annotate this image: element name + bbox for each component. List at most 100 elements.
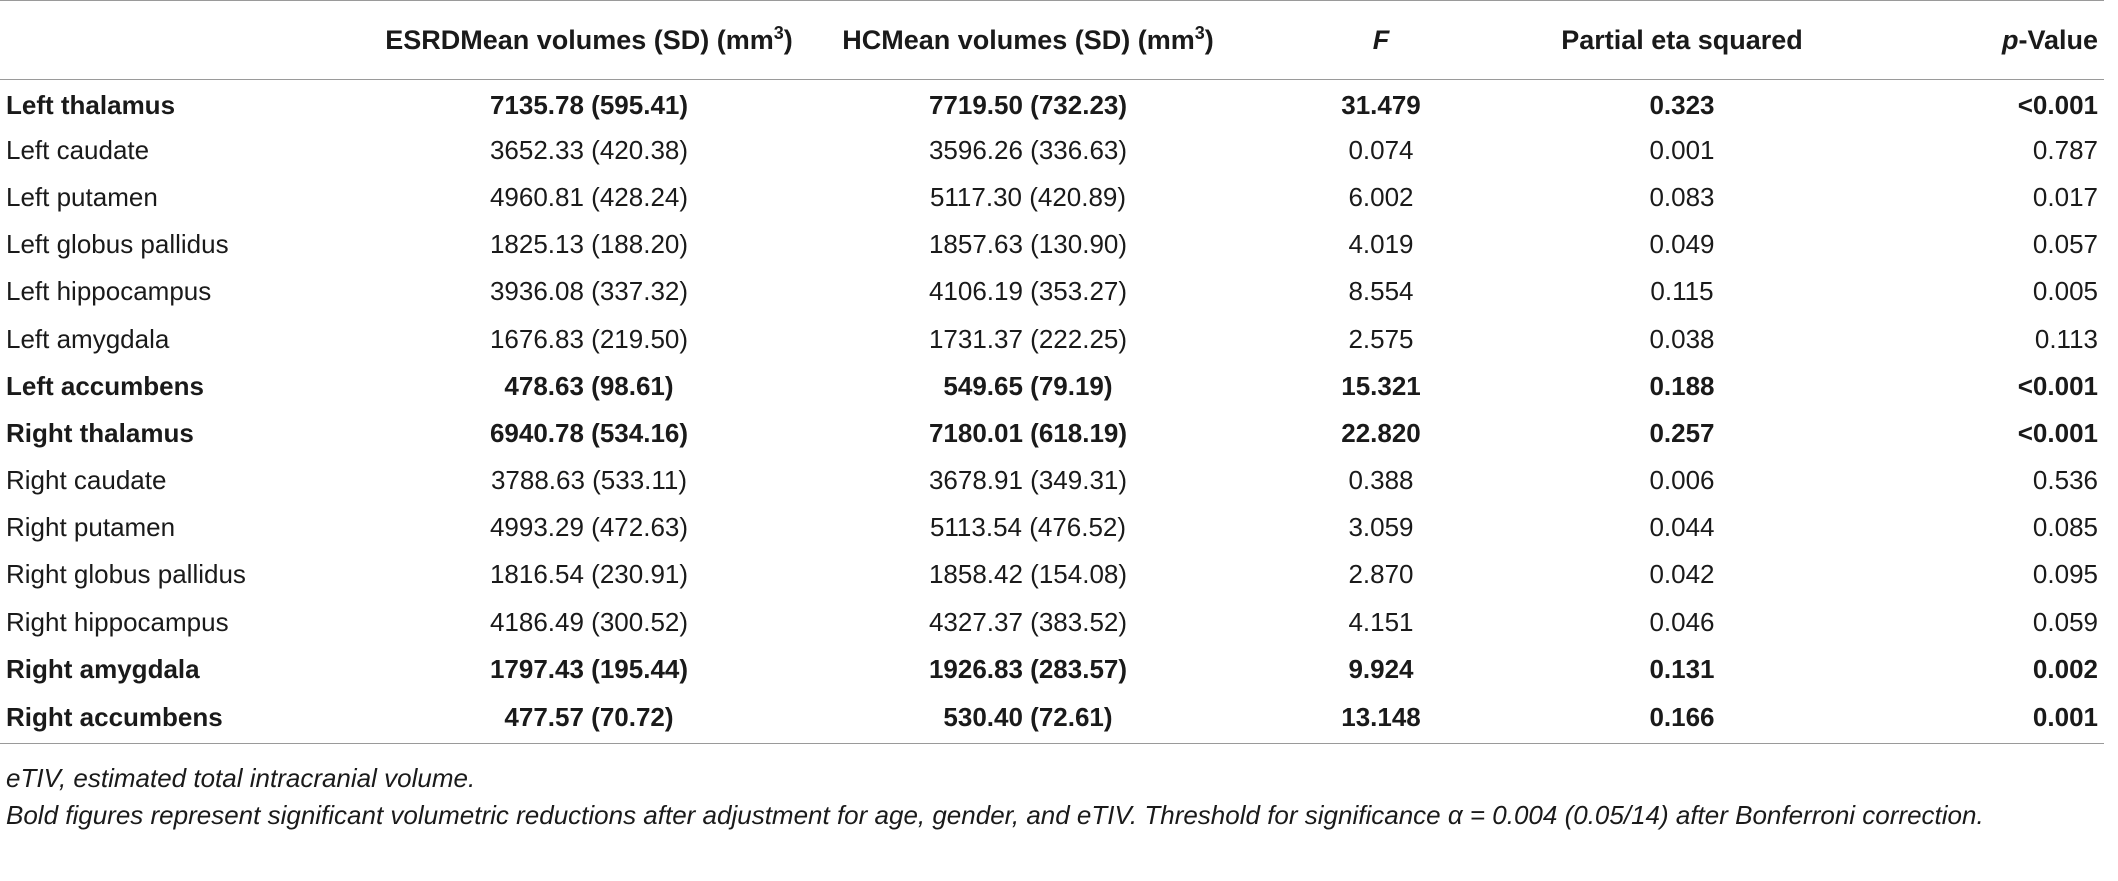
cell-hc-volume: 3678.91 (349.31) [928,465,1128,496]
table-row: Right accumbens 477.57 (70.72) 530.40 (72.… [0,692,2104,744]
table-row: Left caudate 3652.33 (420.38) 3596.26 (336… [0,127,2104,174]
cell-f: 3.059 [1348,512,1414,543]
cell-region: Left amygdala [6,323,170,354]
cell-hc-volume: 1731.37 (222.25) [928,323,1128,354]
cell-f: 6.002 [1348,181,1414,212]
cell-f: 4.019 [1348,229,1414,260]
cell-eta: 0.001 [1649,134,1715,165]
cell-f: 13.148 [1250,692,1512,744]
table-row: Right globus pallidus 1816.54 (230.91) 185… [0,551,2104,598]
cell-p-value: <0.001 [2017,370,2098,401]
cell-f: 22.820 [1341,417,1421,448]
table-row: Left thalamus 7135.78 (595.41) 7719.50 (73… [0,80,2104,127]
table-row: Right caudate 3788.63 (533.11) 3678.91 (34… [0,457,2104,504]
cell-hc-volume: 7180.01 (618.19) [928,417,1128,448]
header-esrd: ESRDMean volumes (SD) (mm3) [372,0,806,80]
cell-p-value: 0.017 [2032,181,2098,212]
cell-hc-volume: 530.40 (72.61) [806,692,1250,744]
cell-hc-volume: 4327.37 (383.52) [928,606,1128,637]
cell-f: 0.388 [1348,465,1414,496]
cell-p-value: 0.001 [1852,692,2104,744]
cell-f: 2.575 [1348,323,1414,354]
cell-f: 8.554 [1348,276,1414,307]
cell-p-value: 0.005 [2032,276,2098,307]
cell-eta: 0.323 [1649,89,1715,120]
cell-esrd-volume: 6940.78 (534.16) [489,417,689,448]
cell-esrd-volume: 4960.81 (428.24) [489,181,689,212]
cell-hc-volume: 7719.50 (732.23) [928,89,1128,120]
cell-esrd-volume: 4186.49 (300.52) [489,606,689,637]
cell-region: Right thalamus [6,417,194,448]
cell-region: Left hippocampus [6,276,212,307]
table-footnotes: eTIV, estimated total intracranial volum… [6,760,2110,834]
table-row: Right thalamus 6940.78 (534.16) 7180.01 (6… [0,410,2104,457]
table-row: Left amygdala 1676.83 (219.50) 1731.37 (22… [0,315,2104,362]
cell-region: Right accumbens [0,692,372,744]
cell-region: Left globus pallidus [6,229,229,260]
cell-eta: 0.038 [1649,323,1715,354]
cell-region: Left thalamus [6,89,176,120]
cell-hc-volume: 3596.26 (336.63) [928,134,1128,165]
cell-hc-volume: 5117.30 (420.89) [929,181,1127,212]
cell-esrd-volume: 3652.33 (420.38) [489,134,689,165]
header-region [0,0,372,80]
cell-p-value: 0.787 [2032,134,2098,165]
table-row: Right amygdala 1797.43 (195.44) 1926.83 (2… [0,646,2104,693]
table-body: Left thalamus 7135.78 (595.41) 7719.50 (73… [0,80,2104,744]
cell-esrd-volume: 3788.63 (533.11) [490,465,688,496]
cell-p-value: 0.085 [2032,512,2098,543]
cell-hc-volume: 549.65 (79.19) [943,370,1113,401]
cell-eta: 0.115 [1650,276,1714,307]
header-f: F [1250,0,1512,80]
volumes-table-container: ESRDMean volumes (SD) (mm3) HCMean volum… [0,0,2104,744]
cell-esrd-volume: 4993.29 (472.63) [489,512,689,543]
cell-region: Left putamen [6,181,158,212]
cell-eta: 0.166 [1512,692,1852,744]
cell-p-value: 0.059 [2032,606,2098,637]
cell-hc-volume: 1926.83 (283.57) [928,653,1128,684]
table-row: Right putamen 4993.29 (472.63) 5113.54 (47… [0,504,2104,551]
header-p-value: p-Value [1852,0,2104,80]
cell-eta: 0.044 [1649,512,1715,543]
cell-eta: 0.131 [1649,653,1715,684]
cell-esrd-volume: 1676.83 (219.50) [489,323,689,354]
cell-eta: 0.257 [1649,417,1715,448]
cell-esrd-volume: 1797.43 (195.44) [489,653,689,684]
cell-esrd-volume: 3936.08 (337.32) [489,276,689,307]
table-header-row: ESRDMean volumes (SD) (mm3) HCMean volum… [0,0,2104,80]
table-row: Right hippocampus 4186.49 (300.52) 4327.37… [0,599,2104,646]
header-eta: Partial eta squared [1512,0,1852,80]
cell-esrd-volume: 478.63 (98.61) [504,370,674,401]
cell-eta: 0.042 [1649,559,1715,590]
cell-esrd-volume: 7135.78 (595.41) [489,89,689,120]
cell-p-value: 0.113 [2034,323,2098,354]
footnote-significance: Bold figures represent significant volum… [6,800,1984,830]
header-hc: HCMean volumes (SD) (mm3) [806,0,1250,80]
table-row: Left hippocampus 3936.08 (337.32) 4106.19 … [0,268,2104,315]
cell-f: 31.479 [1341,89,1421,120]
cell-p-value: <0.001 [2017,89,2098,120]
cell-esrd-volume: 1825.13 (188.20) [489,229,689,260]
cell-p-value: 0.536 [2032,465,2098,496]
volumes-table: ESRDMean volumes (SD) (mm3) HCMean volum… [0,0,2104,744]
table-row: Left accumbens 478.63 (98.61) 549.65 (79.1… [0,363,2104,410]
cell-p-value: 0.057 [2032,229,2098,260]
cell-f: 0.074 [1348,134,1414,165]
table-row: Left putamen 4960.81 (428.24) 5117.30 (420… [0,174,2104,221]
cell-region: Right amygdala [6,653,200,684]
cell-esrd-volume: 477.57 (70.72) [372,692,806,744]
table-row: Left globus pallidus 1825.13 (188.20) 1857… [0,221,2104,268]
cell-hc-volume: 5113.54 (476.52) [929,512,1127,543]
cell-eta: 0.049 [1649,229,1715,260]
cell-p-value: 0.002 [2032,653,2098,684]
cell-p-value: 0.095 [2032,559,2098,590]
cell-f: 15.321 [1341,370,1421,401]
cell-f: 9.924 [1348,653,1414,684]
cell-eta: 0.046 [1649,606,1715,637]
cell-eta: 0.188 [1649,370,1715,401]
cell-hc-volume: 4106.19 (353.27) [928,276,1128,307]
cell-f: 2.870 [1348,559,1414,590]
cell-region: Left accumbens [6,370,204,401]
cell-region: Right globus pallidus [6,559,246,590]
cell-region: Left caudate [6,134,150,165]
